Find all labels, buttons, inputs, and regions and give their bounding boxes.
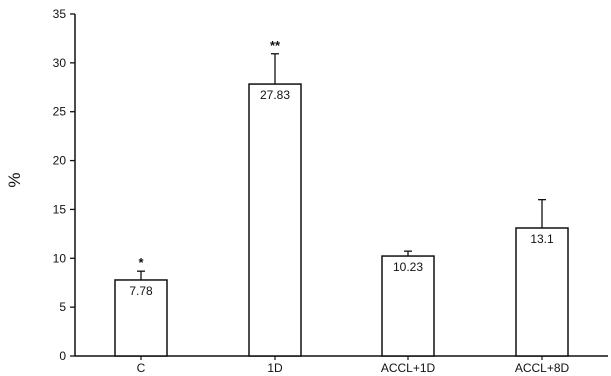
x-tick-label: ACCL+1D bbox=[381, 361, 436, 375]
y-tick-label: 15 bbox=[53, 202, 67, 216]
significance-marker: ** bbox=[270, 38, 281, 53]
data-label: 10.23 bbox=[393, 260, 423, 274]
bar bbox=[114, 279, 168, 357]
data-label: 27.83 bbox=[260, 88, 290, 102]
y-tick-label: 0 bbox=[59, 349, 66, 363]
y-axis-label: % bbox=[5, 172, 24, 187]
x-tick-label: C bbox=[137, 361, 146, 375]
bars: 7.78 * 27.83 ** 10.23 13.1 bbox=[114, 38, 569, 357]
y-tick-label: 30 bbox=[53, 56, 67, 70]
y-tick-label: 10 bbox=[53, 251, 67, 265]
y-tick-label: 20 bbox=[53, 154, 67, 168]
x-tick-label: 1D bbox=[267, 361, 283, 375]
significance-marker: * bbox=[138, 255, 144, 270]
data-label: 13.1 bbox=[530, 232, 554, 246]
x-tick-label: ACCL+8D bbox=[515, 361, 570, 375]
y-tick-label: 5 bbox=[59, 300, 66, 314]
y-tick-label: 35 bbox=[53, 7, 67, 21]
y-tick-label: 25 bbox=[53, 105, 67, 119]
bar bbox=[381, 255, 435, 357]
bar bbox=[515, 227, 569, 357]
data-label: 7.78 bbox=[129, 284, 153, 298]
bar bbox=[248, 83, 302, 357]
